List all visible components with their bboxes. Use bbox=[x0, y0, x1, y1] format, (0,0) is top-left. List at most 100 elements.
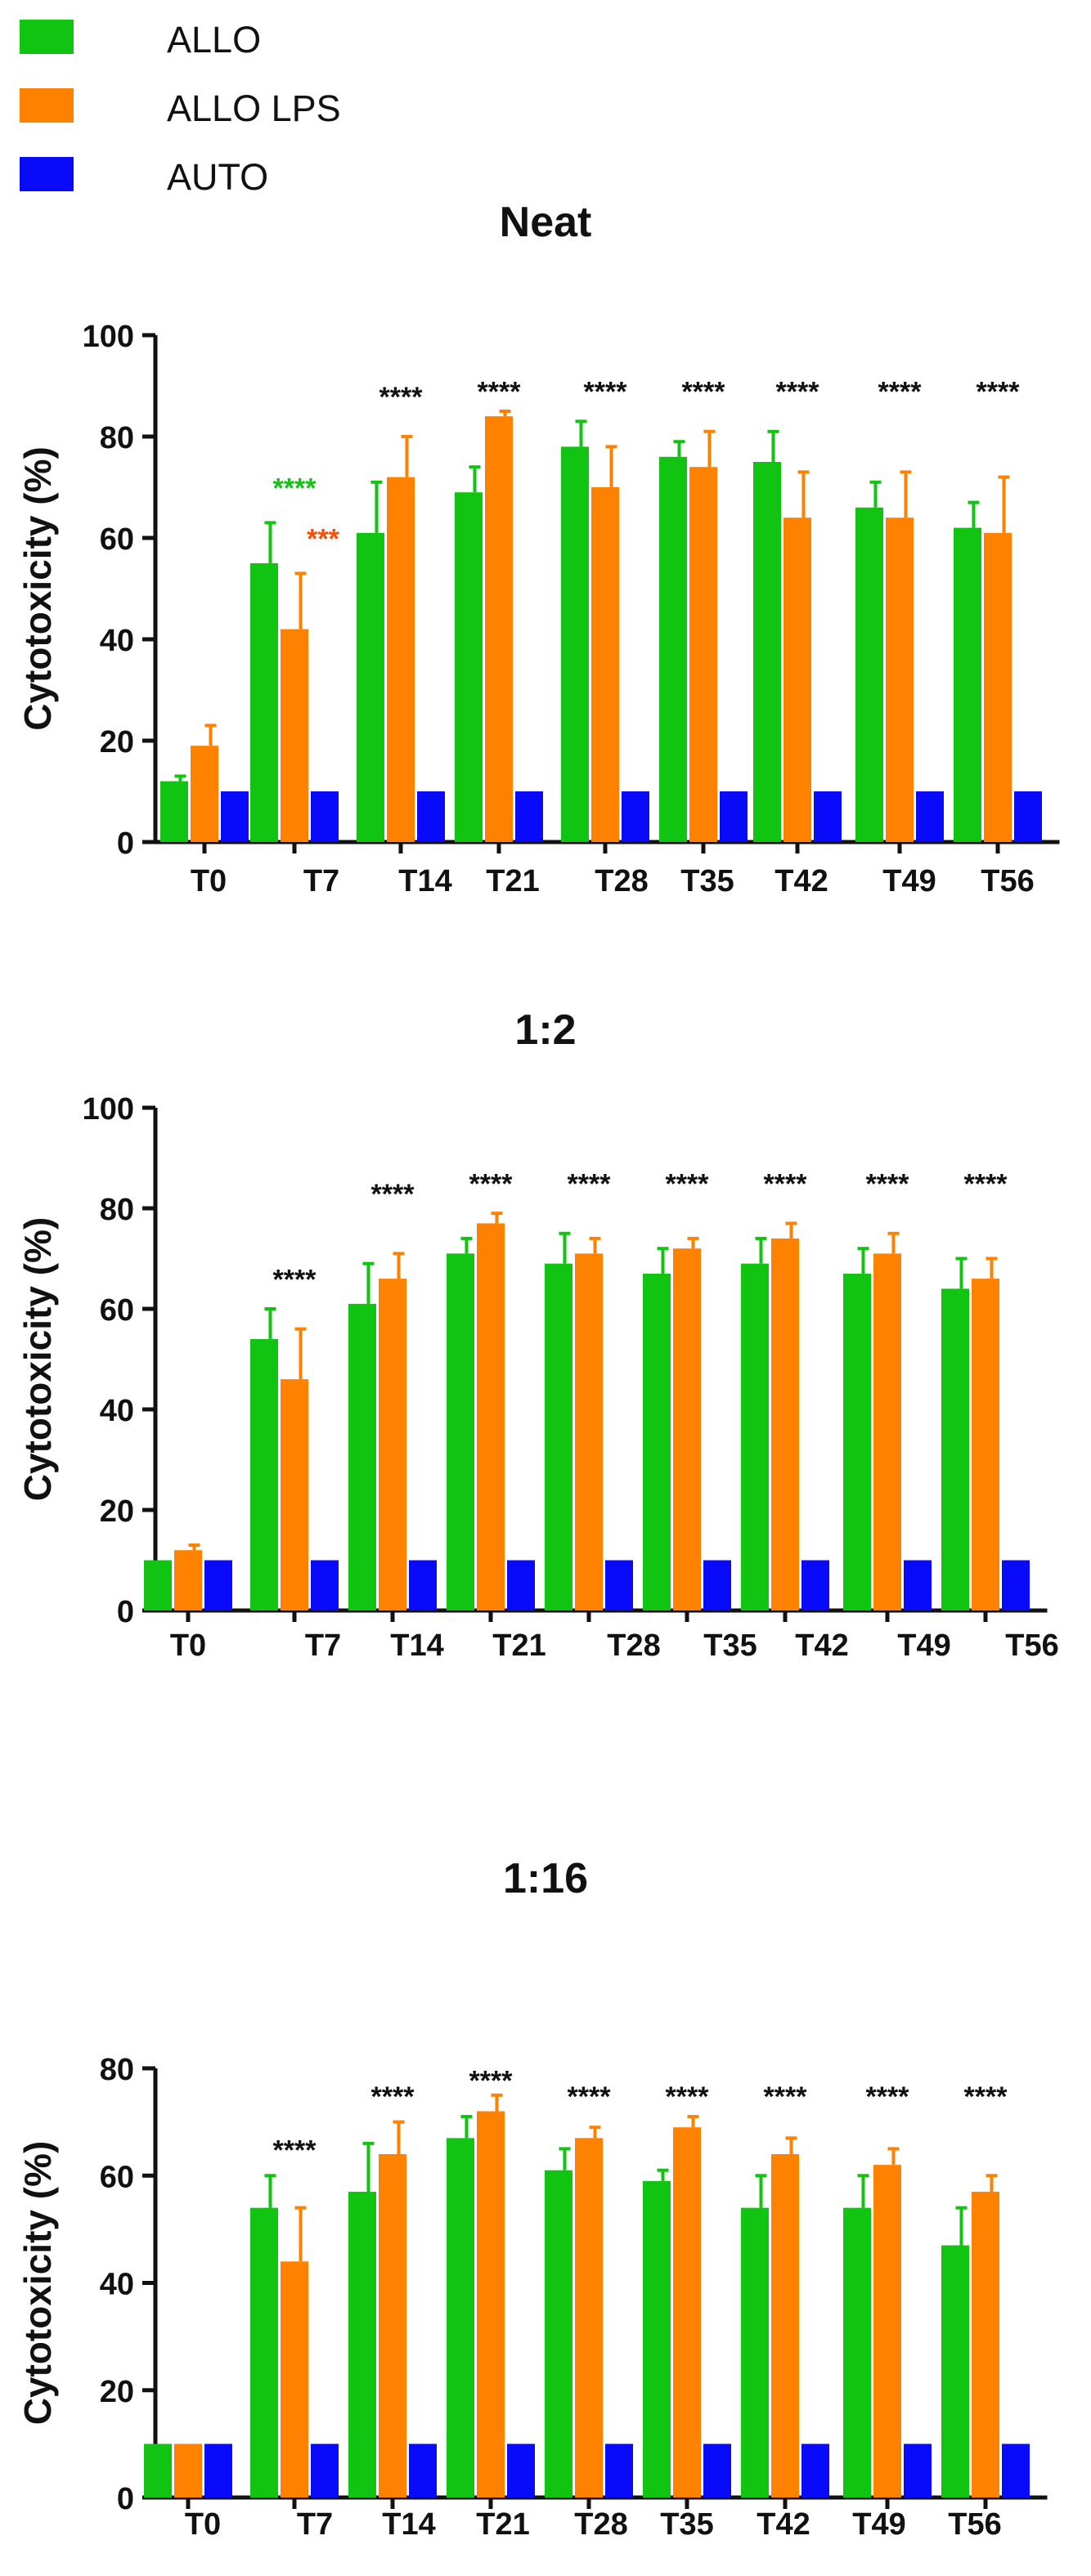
bar-allo-t28 bbox=[545, 2170, 572, 2498]
bar-auto-t56 bbox=[1002, 1560, 1030, 1611]
bar-allo-lps-t0 bbox=[191, 746, 218, 842]
significance-label-t49: **** bbox=[866, 2081, 910, 2112]
bar-allo-t7 bbox=[250, 563, 278, 842]
x-tick-label-t49: T49 bbox=[882, 864, 936, 898]
chart-1-2: 0 20 40 60 80 100 Cytotoxicity (%) T0 T7 T14 T21 T2… bbox=[16, 1092, 1059, 1663]
x-tick-label-t42: T42 bbox=[795, 1628, 848, 1663]
significance-label-t35: **** bbox=[666, 2081, 710, 2112]
bar-allo-lps-t0 bbox=[174, 1550, 202, 1611]
significance-label-t35: **** bbox=[666, 1169, 710, 1200]
x-tick-label-t14: T14 bbox=[390, 1628, 443, 1663]
bar-allo-t49 bbox=[855, 507, 883, 842]
bar-allo-lps-t21 bbox=[477, 1223, 505, 1611]
significance-label-t42: **** bbox=[776, 377, 820, 408]
y-tick-label: 60 bbox=[100, 1293, 134, 1328]
bar-auto-t49 bbox=[904, 1560, 932, 1611]
significance-label-t56: **** bbox=[964, 1169, 1008, 1200]
x-tick-label-t21: T21 bbox=[492, 1628, 546, 1663]
bar-allo-lps-t14 bbox=[387, 477, 415, 842]
y-tick-label: 80 bbox=[100, 421, 134, 455]
y-tick-label: 0 bbox=[117, 827, 134, 861]
y-tick-label: 40 bbox=[100, 2268, 134, 2302]
bar-auto-t0 bbox=[204, 1560, 232, 1611]
x-tick-label-t28: T28 bbox=[574, 2507, 627, 2542]
chart-neat: 0 20 40 60 80 100 Cytotoxicity (%) T0 T7 T14 T21 T2… bbox=[16, 320, 1060, 898]
x-tick-label-t42: T42 bbox=[757, 2507, 810, 2542]
bar-allo-lps-t42 bbox=[771, 2154, 799, 2498]
x-tick-label-t28: T28 bbox=[607, 1628, 660, 1663]
bar-allo-lps-t49 bbox=[873, 2165, 901, 2498]
significance-label-t28: **** bbox=[568, 1169, 612, 1200]
bar-allo-lps-t49 bbox=[886, 517, 914, 842]
significance-label-t35: **** bbox=[682, 377, 726, 408]
bar-allo-lps-t56 bbox=[972, 2191, 999, 2498]
bar-auto-t49 bbox=[916, 791, 944, 842]
bar-allo-t28 bbox=[545, 1263, 572, 1611]
bar-auto-t14 bbox=[409, 2444, 437, 2498]
x-tick-label-t21: T21 bbox=[486, 864, 539, 898]
y-tick-label: 80 bbox=[100, 1193, 134, 1227]
x-tick-label-t0: T0 bbox=[170, 1628, 206, 1663]
y-tick-label: 100 bbox=[83, 320, 134, 354]
significance-label-t28: **** bbox=[584, 377, 628, 408]
bar-auto-t56 bbox=[1002, 2444, 1030, 2498]
x-tick-label-t7: T7 bbox=[297, 2507, 333, 2542]
x-tick-label-t56: T56 bbox=[948, 2507, 1001, 2542]
x-tick-label-t49: T49 bbox=[852, 2507, 905, 2542]
y-axis-label: Cytotoxicity (%) bbox=[16, 2141, 59, 2426]
significance-label-t21: **** bbox=[469, 1169, 514, 1200]
bar-allo-t14 bbox=[348, 1303, 376, 1611]
x-tick-label-t28: T28 bbox=[595, 864, 648, 898]
y-tick-label: 0 bbox=[117, 2482, 134, 2516]
bar-auto-t7 bbox=[311, 1560, 339, 1611]
bar-allo-lps-t0 bbox=[174, 2444, 202, 2498]
y-tick-label: 40 bbox=[100, 624, 134, 658]
bar-allo-t14 bbox=[348, 2191, 376, 2498]
bar-auto-t7 bbox=[311, 2444, 339, 2498]
bar-auto-t56 bbox=[1014, 791, 1042, 842]
bar-allo-lps-t7 bbox=[281, 629, 308, 842]
significance-label-t49: **** bbox=[866, 1169, 910, 1200]
y-tick-label: 60 bbox=[100, 2160, 134, 2194]
bar-allo-t21 bbox=[447, 2138, 474, 2498]
bar-auto-t14 bbox=[409, 1560, 437, 1611]
bar-allo-t0 bbox=[144, 2444, 172, 2498]
chart-title-neat: Neat bbox=[499, 199, 592, 246]
bar-allo-t49 bbox=[843, 1273, 871, 1611]
bar-allo-lps-t21 bbox=[477, 2111, 505, 2498]
y-axis-label: Cytotoxicity (%) bbox=[16, 446, 59, 731]
x-tick-label-t0: T0 bbox=[185, 2507, 221, 2542]
bar-auto-t42 bbox=[801, 2444, 829, 2498]
bar-allo-t42 bbox=[741, 1263, 769, 1611]
y-tick-label: 0 bbox=[117, 1595, 134, 1629]
x-tick-label-t35: T35 bbox=[680, 864, 734, 898]
bar-auto-t0 bbox=[221, 791, 249, 842]
bar-allo-lps-t28 bbox=[575, 1253, 603, 1611]
x-tick-label-t56: T56 bbox=[981, 864, 1034, 898]
x-tick-label-t7: T7 bbox=[305, 1628, 341, 1663]
significance-label-t21: **** bbox=[469, 2065, 514, 2096]
bar-allo-lps-t42 bbox=[771, 1238, 799, 1611]
y-tick-label: 20 bbox=[100, 2375, 134, 2409]
bar-allo-lps-t14 bbox=[379, 2154, 406, 2498]
bar-allo-lps-t28 bbox=[591, 487, 619, 842]
bar-allo-lps-t21 bbox=[485, 416, 513, 842]
significance-label-t21: **** bbox=[478, 377, 522, 408]
significance-label-t28: **** bbox=[568, 2081, 612, 2112]
y-axis-label: Cytotoxicity (%) bbox=[16, 1217, 59, 1502]
legend-swatch-allo bbox=[20, 20, 74, 54]
x-tick-label-t21: T21 bbox=[476, 2507, 529, 2542]
bar-auto-t42 bbox=[814, 791, 842, 842]
bar-allo-t7 bbox=[250, 1338, 278, 1611]
y-tick-label: 100 bbox=[83, 1092, 134, 1127]
significance-label-t56: **** bbox=[977, 377, 1021, 408]
legend-label-allo: ALLO bbox=[167, 19, 262, 60]
significance-label-t7: **** bbox=[273, 1264, 317, 1295]
bar-allo-t21 bbox=[447, 1253, 474, 1611]
bar-auto-t49 bbox=[904, 2444, 932, 2498]
x-tick-label-t56: T56 bbox=[1005, 1628, 1058, 1663]
bar-auto-t14 bbox=[417, 791, 445, 842]
bar-auto-t7 bbox=[311, 791, 339, 842]
y-tick-label: 20 bbox=[100, 725, 134, 759]
bar-allo-lps-t28 bbox=[575, 2138, 603, 2498]
